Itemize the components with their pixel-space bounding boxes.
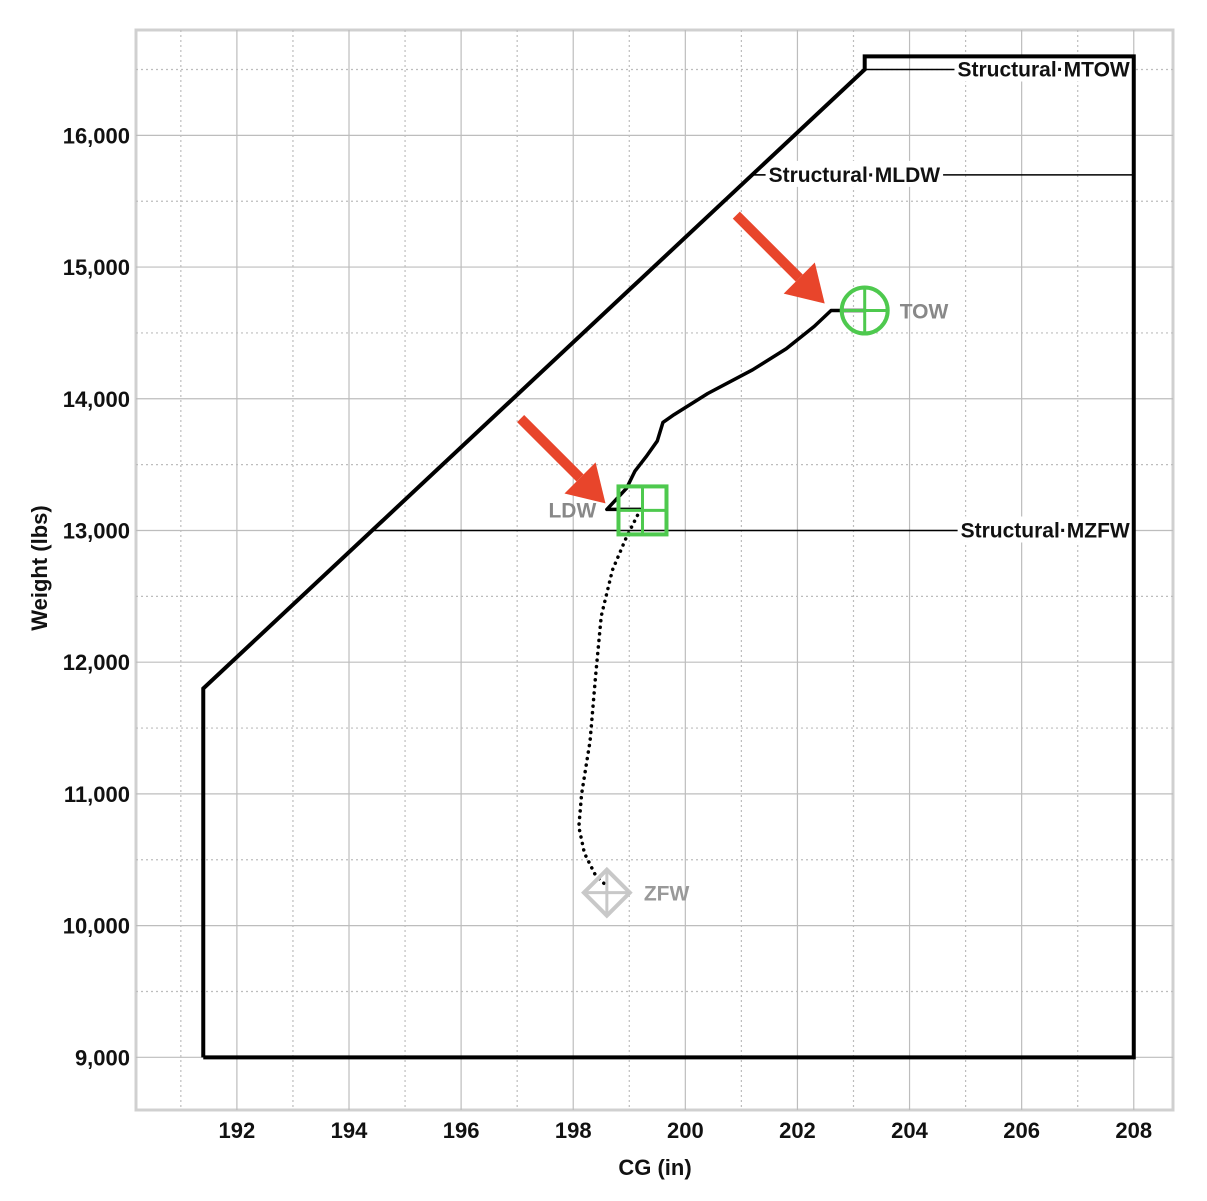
- tow-label: TOW: [900, 301, 949, 324]
- marker-ldw: LDW: [548, 484, 669, 537]
- y-tick-label: 15,000: [63, 255, 130, 280]
- ldw-label: LDW: [548, 499, 596, 522]
- limit-label-bg: [954, 55, 1133, 82]
- marker-zfw: ZFW: [581, 866, 690, 919]
- limit-label: Structural·MZFW: [961, 519, 1130, 542]
- x-tick-label: 196: [443, 1118, 480, 1143]
- x-tick-label: 206: [1003, 1118, 1040, 1143]
- y-tick-label: 9,000: [75, 1045, 130, 1070]
- y-tick-label: 13,000: [63, 518, 130, 543]
- arrow-head: [783, 262, 825, 304]
- x-tick-label: 200: [667, 1118, 704, 1143]
- y-axis-ticks: 9,000 10,000 11,000 12,000 13,000 14,000 15,00…: [63, 123, 130, 1070]
- x-tick-label: 192: [219, 1118, 256, 1143]
- y-axis-title: Weight (lbs): [27, 505, 52, 630]
- arrow-shaft: [732, 211, 803, 282]
- arrow-shaft: [517, 415, 584, 482]
- limit-lines: Structural·MTOW Structural·MLDW Structural…: [371, 55, 1134, 543]
- cg-envelope: [201, 54, 1136, 1060]
- marker-group: TOW LDW ZFW: [548, 285, 949, 919]
- arrow-head: [564, 462, 606, 504]
- x-tick-label: 198: [555, 1118, 592, 1143]
- y-tick-label: 12,000: [63, 650, 130, 675]
- limit-label: Structural·MLDW: [769, 164, 941, 187]
- loading-path: [577, 507, 643, 888]
- x-tick-label: 202: [779, 1118, 816, 1143]
- limit-label-bg: [957, 516, 1133, 543]
- x-axis-ticks: 192 194 196 198 200 202 204 206 208: [219, 1118, 1153, 1143]
- y-tick-label: 11,000: [64, 782, 130, 807]
- plot-frame: [134, 28, 1175, 1112]
- x-tick-label: 208: [1115, 1118, 1152, 1143]
- arrow-group: [517, 211, 825, 504]
- x-axis-title: CG (in): [618, 1155, 691, 1180]
- limit-label-bg: [765, 160, 944, 187]
- x-tick-label: 204: [891, 1118, 928, 1143]
- x-tick-label: 194: [331, 1118, 368, 1143]
- limit-label: Structural·MTOW: [957, 59, 1129, 82]
- zfw-label: ZFW: [644, 883, 690, 906]
- y-tick-label: 16,000: [63, 123, 130, 148]
- envelope-group: [201, 54, 1136, 1060]
- tow-arrow-icon: [732, 211, 825, 304]
- y-tick-label: 10,000: [63, 914, 130, 939]
- marker-tow: TOW: [839, 285, 949, 336]
- ldw-arrow-icon: [517, 415, 606, 504]
- y-tick-label: 14,000: [63, 387, 130, 412]
